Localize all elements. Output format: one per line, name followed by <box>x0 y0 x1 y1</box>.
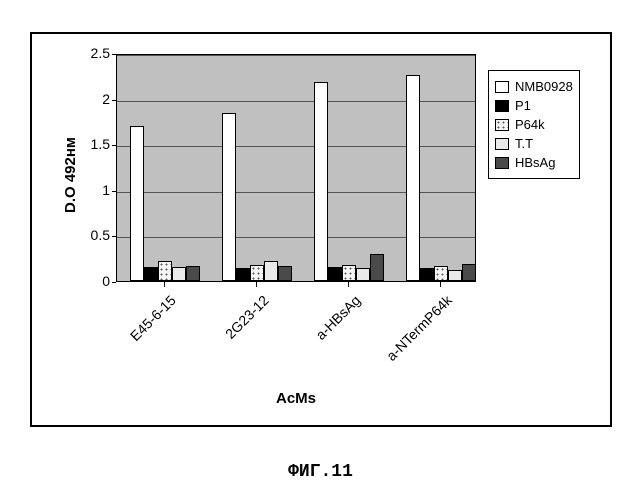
bar <box>130 126 144 281</box>
y-tick-label: 1.5 <box>78 136 110 152</box>
x-tick-label: a-NTermP64k <box>383 292 455 364</box>
y-axis-label: D.O 492нм <box>62 137 79 213</box>
grid-line <box>117 237 475 238</box>
bar <box>434 266 448 281</box>
x-tick-mark <box>164 282 165 287</box>
bar <box>250 265 264 281</box>
y-tick-label: 0 <box>78 273 110 289</box>
grid-line <box>117 146 475 147</box>
bar <box>186 266 200 282</box>
legend-label: NMB0928 <box>515 79 573 94</box>
grid-line <box>117 55 475 56</box>
bar <box>370 254 384 281</box>
x-axis-label: AcMs <box>116 390 476 407</box>
bar <box>406 75 420 281</box>
legend-item: P1 <box>495 98 573 113</box>
legend-label: P1 <box>515 98 531 113</box>
bar <box>420 268 434 281</box>
grid-line <box>117 192 475 193</box>
bar <box>342 265 356 281</box>
legend-item: T.T <box>495 136 573 151</box>
legend-swatch <box>495 119 509 131</box>
figure-container: D.O 492нм 0 0.5 1 1.5 2 2.5 E45-6-15 2G23-12 a-… <box>0 0 641 500</box>
y-tick-label: 0.5 <box>78 227 110 243</box>
legend-label: P64k <box>515 117 545 132</box>
grid-line <box>117 101 475 102</box>
bar <box>448 270 462 281</box>
x-tick-label: a-HBsAg <box>312 292 363 343</box>
bar <box>328 267 342 281</box>
y-tick-label: 2 <box>78 91 110 107</box>
legend-label: HBsAg <box>515 155 555 170</box>
bar <box>222 113 236 281</box>
legend-item: HBsAg <box>495 155 573 170</box>
bar <box>356 268 370 281</box>
legend: NMB0928 P1 P64k T.T HBsAg <box>488 70 580 179</box>
y-tick-label: 1 <box>78 182 110 198</box>
legend-item: NMB0928 <box>495 79 573 94</box>
figure-caption: ФИГ.11 <box>0 462 641 482</box>
legend-swatch <box>495 100 509 112</box>
x-tick-label: 2G23-12 <box>221 292 271 342</box>
bar <box>158 261 172 281</box>
x-tick-mark <box>256 282 257 287</box>
bar <box>314 82 328 281</box>
figure-frame: D.O 492нм 0 0.5 1 1.5 2 2.5 E45-6-15 2G23-12 a-… <box>30 32 612 427</box>
x-tick-mark <box>348 282 349 287</box>
x-tick-mark <box>440 282 441 287</box>
y-tick-mark <box>112 282 116 284</box>
bar <box>172 267 186 281</box>
legend-swatch <box>495 157 509 169</box>
legend-item: P64k <box>495 117 573 132</box>
bar <box>462 264 476 281</box>
bar <box>144 267 158 281</box>
bar <box>264 261 278 281</box>
plot-background <box>116 54 476 282</box>
legend-swatch <box>495 81 509 93</box>
bar <box>278 266 292 282</box>
plot-area <box>116 54 476 282</box>
y-tick-label: 2.5 <box>78 45 110 61</box>
bar <box>236 268 250 281</box>
legend-swatch <box>495 138 509 150</box>
legend-label: T.T <box>515 136 533 151</box>
x-tick-label: E45-6-15 <box>127 292 179 344</box>
